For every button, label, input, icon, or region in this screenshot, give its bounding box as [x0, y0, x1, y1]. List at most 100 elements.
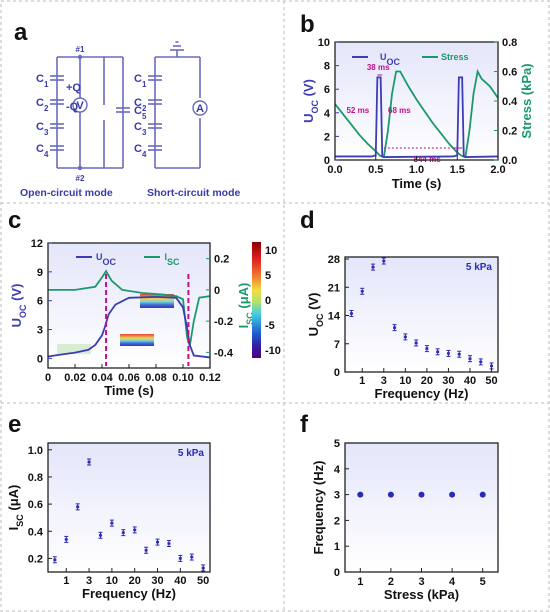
x-tick-label: 30: [151, 575, 163, 587]
colorbar-tick-label: 5: [265, 270, 271, 282]
cap-label-short: C2: [134, 97, 147, 113]
plot-frame: [344, 256, 499, 373]
data-point: [349, 312, 353, 315]
y-tick-label: 2: [324, 131, 330, 143]
node-top-label: #1: [76, 45, 85, 54]
legend-label-uoc: UOC: [96, 252, 117, 267]
voltmeter-icon: [72, 97, 88, 113]
pressure-note: 5 kPa: [466, 262, 493, 273]
data-point: [425, 347, 429, 350]
cap-label-open: C3: [36, 121, 49, 137]
y-tick-label: 12: [31, 238, 43, 250]
x-tick-label: 20: [129, 575, 141, 587]
y-tick-label: 1: [334, 541, 340, 553]
x-tick-label: 40: [174, 575, 186, 587]
capacitor-labels: C1 C1 C2 C2 C3 C3 C4 C4 C5: [36, 73, 147, 159]
y2-tick-label: 0.0: [502, 155, 517, 167]
chart-e: 1 3 10 20 30 40 50 0.2 0.4 0.6 0.8 1.0 Frequency (Hz…: [6, 442, 211, 601]
x-tick-label: 3: [86, 575, 92, 587]
uoc-line: [335, 76, 499, 158]
y-tick-label: 28: [328, 254, 340, 266]
colorbar-tick-label: 0: [265, 295, 271, 307]
x-tick-label: 0: [45, 372, 51, 384]
x-tick-label: 50: [197, 575, 209, 587]
data-point: [98, 534, 102, 537]
data-point: [167, 542, 171, 545]
chart-f: 1 2 3 4 5 0 1 2 3 4 5 Stress (kPa) Frequency (Hz): [311, 438, 499, 602]
plus-q-label: +Q: [66, 82, 81, 94]
panel-label-a: a: [14, 19, 28, 46]
simulation-inset: [120, 334, 154, 346]
data-point: [457, 353, 461, 356]
x-tick-label: 40: [464, 375, 476, 387]
x-tick-label: 0.02: [64, 372, 85, 384]
data-point: [53, 558, 57, 561]
x-tick-label: 1: [359, 375, 365, 387]
x-tick-label: 1.5: [450, 164, 465, 176]
y-tick-label: 0: [334, 567, 340, 579]
panel-label-d: d: [300, 207, 315, 234]
cap-label-short: C3: [134, 121, 147, 137]
x-axis-label: Frequency (Hz): [375, 386, 469, 401]
data-point: [76, 505, 80, 509]
cap-label-short: C4: [134, 143, 147, 159]
x-tick-label: 10: [106, 575, 118, 587]
data-point: [178, 557, 182, 560]
data-point: [490, 364, 494, 368]
stress-line: [334, 68, 499, 159]
data-point: [418, 491, 425, 498]
isc-line: [48, 269, 211, 347]
data-point: [403, 335, 407, 339]
data-point: [360, 290, 364, 293]
x-tick-label: 4: [449, 576, 456, 588]
pressure-note: 5 kPa: [178, 448, 205, 459]
y-tick-label: 4: [324, 108, 331, 120]
x-tick-label: 0.0: [327, 164, 342, 176]
x-axis-label: Frequency (Hz): [82, 586, 176, 601]
data-point: [382, 259, 386, 263]
y-tick-label: 21: [328, 282, 340, 294]
y2-tick-label: 0: [214, 285, 220, 297]
data-point: [156, 540, 160, 544]
x-axis-label: Time (s): [104, 383, 154, 398]
annotation-68ms: 68 ms: [388, 106, 411, 115]
x-tick-label: 3: [381, 375, 387, 387]
y-axis-label: UOC (V): [306, 293, 325, 337]
annotation-38ms: 38 ms: [367, 63, 390, 72]
x-tick-label: 0.10: [172, 372, 193, 384]
panel-label-b: b: [300, 11, 315, 38]
data-point: [446, 352, 450, 355]
data-point: [133, 528, 137, 532]
plot-area: [345, 257, 498, 372]
y-tick-label: 2: [334, 515, 340, 527]
ammeter-icon: [192, 100, 208, 116]
colorbar-tick-label: -5: [265, 320, 275, 332]
panel-label-f: f: [300, 411, 309, 438]
data-point: [414, 341, 418, 345]
cap-label-open: C4: [36, 143, 49, 159]
legend-label-uoc: UOC: [380, 52, 401, 67]
y-axis-label: UOC (V): [301, 79, 320, 123]
short-circuit-label: Short-circuit mode: [147, 187, 241, 199]
legend-label-stress: Stress: [441, 52, 469, 62]
colorbar-tick-label: 10: [265, 245, 277, 257]
chart-d: 1 3 10 20 30 40 50 0 7 14 21 28 Frequency (Hz) UOC (V…: [306, 254, 499, 401]
y2-tick-label: 0.6: [502, 67, 517, 79]
x-tick-label: 3: [418, 576, 424, 588]
y-tick-label: 0.6: [28, 499, 43, 511]
cap-label-open: C1: [36, 73, 49, 89]
y2-tick-label: 0.2: [214, 254, 229, 266]
plot-frame: [47, 442, 211, 573]
x-axis-label: Time (s): [392, 176, 442, 191]
data-point: [201, 566, 205, 570]
y-axis-label: Frequency (Hz): [311, 461, 326, 555]
cap-label-short: C1: [134, 73, 147, 89]
y2-tick-label: 0.8: [502, 37, 517, 49]
x-axis-label: Stress (kPa): [384, 587, 459, 602]
y-tick-label: 0.8: [28, 472, 43, 484]
y-tick-label: 9: [37, 267, 43, 279]
circuit-nodes: [77, 54, 83, 171]
y-axis-label: UOC (V): [9, 284, 28, 328]
